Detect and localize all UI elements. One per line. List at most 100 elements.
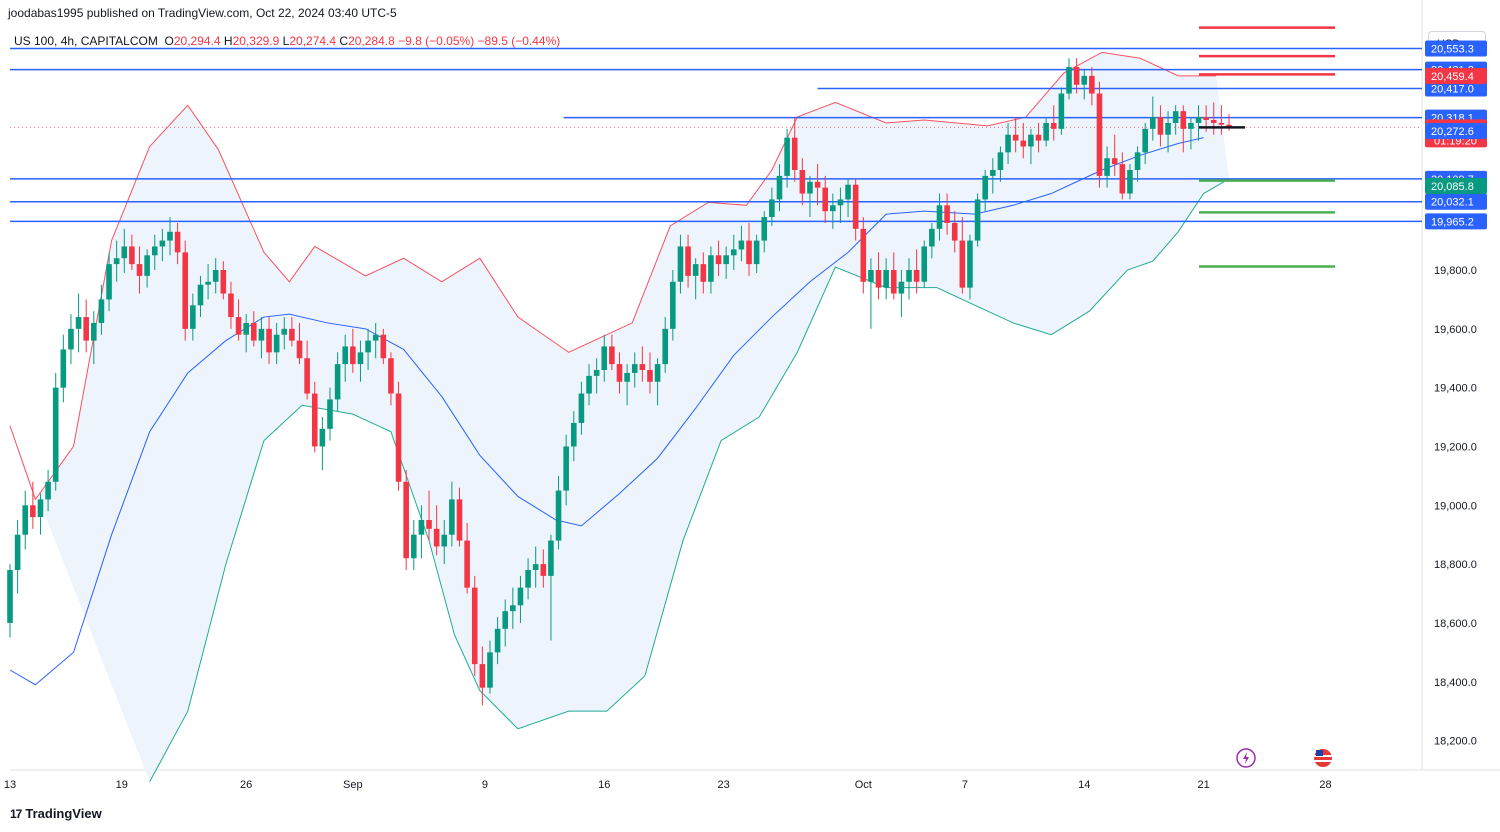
candle-body: [91, 322, 97, 341]
candle-body: [167, 231, 173, 241]
candle-body: [807, 181, 813, 194]
chart-grid: [10, 0, 1500, 771]
candle-body: [1218, 122, 1225, 125]
candle-body: [837, 199, 844, 206]
candle-body: [929, 228, 935, 247]
candle-body: [449, 499, 455, 535]
candle-body: [1127, 170, 1133, 194]
bollinger-bands: [9, 51, 1230, 783]
candle-body: [525, 570, 531, 588]
candle-body: [502, 611, 509, 629]
candle-body: [251, 322, 257, 341]
candle-body: [883, 270, 889, 288]
candle-body: [266, 328, 272, 353]
candle-body: [1203, 117, 1209, 120]
candle-body: [601, 346, 608, 370]
candle-body: [738, 240, 745, 250]
flag-icon-canton: [1316, 750, 1323, 756]
candlesticks: [7, 58, 1245, 706]
low-label: L: [282, 34, 290, 48]
us-flag-icon: [1314, 749, 1332, 767]
candle-body: [174, 231, 181, 253]
candle-body: [52, 387, 59, 482]
candle-body: [258, 328, 265, 341]
candle-body: [494, 628, 501, 653]
brand-label: TradingView: [25, 806, 102, 821]
candle-body: [517, 587, 524, 606]
candle-body: [791, 137, 798, 170]
level-price-tag: 20,032.1: [1425, 193, 1487, 210]
level-tag-box: [1425, 213, 1487, 230]
candle-body: [418, 520, 425, 535]
candle-body: [1005, 134, 1011, 153]
candle-body: [510, 605, 516, 612]
candle-body: [997, 152, 1004, 170]
candle-body: [570, 422, 577, 447]
candle-body: [784, 137, 790, 176]
candle-body: [464, 540, 470, 588]
price-tick-label: 18,600.0: [1434, 618, 1477, 630]
candle-body: [372, 334, 379, 341]
time-tick-label: 14: [1078, 779, 1090, 791]
tradingview-footer[interactable]: 17 TradingView: [10, 806, 102, 821]
candle-body: [586, 375, 592, 394]
candle-body: [700, 264, 707, 282]
tradingview-logo-icon: 17: [10, 806, 22, 821]
candle-body: [670, 281, 676, 329]
chart-icons: [1236, 748, 1332, 768]
price-tag-box: [1425, 68, 1487, 85]
candle-body: [913, 270, 920, 282]
level-price-tag: 20,553.3: [1425, 40, 1487, 57]
price-tick-label: 19,400.0: [1434, 383, 1477, 395]
candle-body: [1226, 124, 1232, 128]
candle-body: [639, 364, 646, 370]
band-fill: [10, 52, 1229, 782]
candle-body: [631, 364, 638, 373]
candle-body: [692, 264, 699, 276]
candle-body: [1066, 67, 1072, 94]
candle-body: [845, 184, 851, 200]
symbol-label[interactable]: US 100, 4h, CAPITALCOM: [14, 34, 158, 48]
candle-body: [616, 364, 623, 382]
candle-body: [68, 328, 74, 350]
low-value: 20,274.4: [289, 34, 337, 48]
time-tick-label: Sep: [343, 779, 363, 791]
price-tick-label: 18,200.0: [1434, 736, 1477, 748]
level-tag-box: [1425, 40, 1487, 57]
level-price-tag: 19,965.2: [1425, 213, 1487, 230]
price-tick-label: 19,000.0: [1434, 500, 1477, 512]
candle-body: [1165, 122, 1171, 135]
candle-body: [1134, 152, 1141, 170]
candle-body: [647, 370, 653, 382]
candle-body: [769, 199, 775, 218]
candle-body: [1020, 140, 1027, 147]
candle-body: [1210, 120, 1217, 123]
candle-body: [830, 205, 836, 212]
level-tag-label: 20,417.0: [1431, 84, 1474, 96]
candle-body: [723, 255, 729, 265]
candle-body: [289, 328, 295, 341]
price-tick-label: 19,600.0: [1434, 324, 1477, 336]
candle-body: [967, 240, 973, 288]
candle-body: [334, 364, 341, 400]
high-label: H: [223, 34, 233, 48]
candle-body: [22, 505, 29, 535]
price-tick-label: 19,800.0: [1434, 265, 1477, 277]
candle-body: [906, 270, 912, 282]
candle-body: [822, 187, 828, 212]
candle-body: [403, 481, 409, 559]
price-tick-label: 18,400.0: [1434, 677, 1477, 689]
price-tag: 20,459.4: [1425, 68, 1487, 85]
price-tick-label: 19,200.0: [1434, 441, 1477, 453]
candle-body: [380, 334, 387, 359]
candle-body: [1073, 67, 1080, 85]
candle-body: [220, 270, 227, 294]
candle-body: [121, 246, 128, 259]
candle-body: [685, 246, 691, 276]
candle-body: [159, 240, 166, 247]
price-tag: 20,085.8: [1425, 177, 1487, 194]
candle-body: [852, 184, 859, 229]
candle-body: [144, 255, 150, 276]
candle-body: [677, 246, 684, 282]
